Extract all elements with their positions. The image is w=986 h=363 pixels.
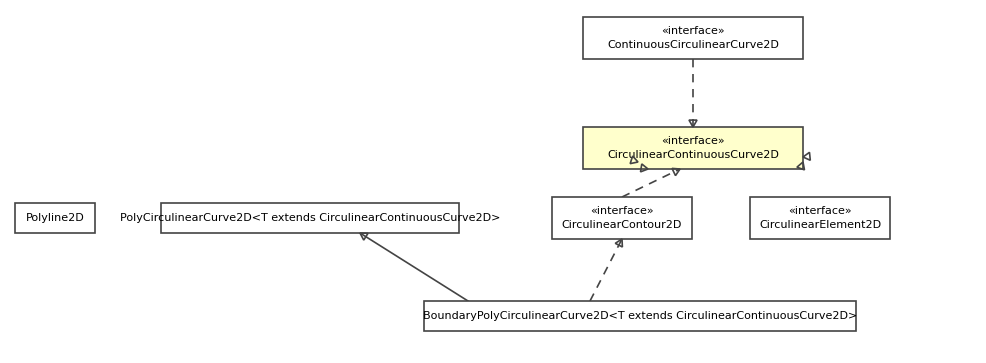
Text: «interface»
CirculinearElement2D: «interface» CirculinearElement2D — [759, 207, 881, 230]
Text: «interface»
ContinuousCirculinearCurve2D: «interface» ContinuousCirculinearCurve2D — [607, 26, 779, 50]
Bar — [15, 203, 95, 233]
Text: Polyline2D: Polyline2D — [26, 213, 85, 223]
Bar — [161, 203, 459, 233]
Bar — [552, 197, 692, 239]
Bar — [583, 17, 803, 59]
Bar — [750, 197, 890, 239]
Text: «interface»
CirculinearContour2D: «interface» CirculinearContour2D — [562, 207, 682, 230]
Bar — [583, 127, 803, 169]
Bar — [424, 301, 856, 331]
Text: «interface»
CirculinearContinuousCurve2D: «interface» CirculinearContinuousCurve2D — [607, 136, 779, 160]
Text: BoundaryPolyCirculinearCurve2D<T extends CirculinearContinuousCurve2D>: BoundaryPolyCirculinearCurve2D<T extends… — [423, 311, 857, 321]
Text: PolyCirculinearCurve2D<T extends CirculinearContinuousCurve2D>: PolyCirculinearCurve2D<T extends Circuli… — [120, 213, 500, 223]
